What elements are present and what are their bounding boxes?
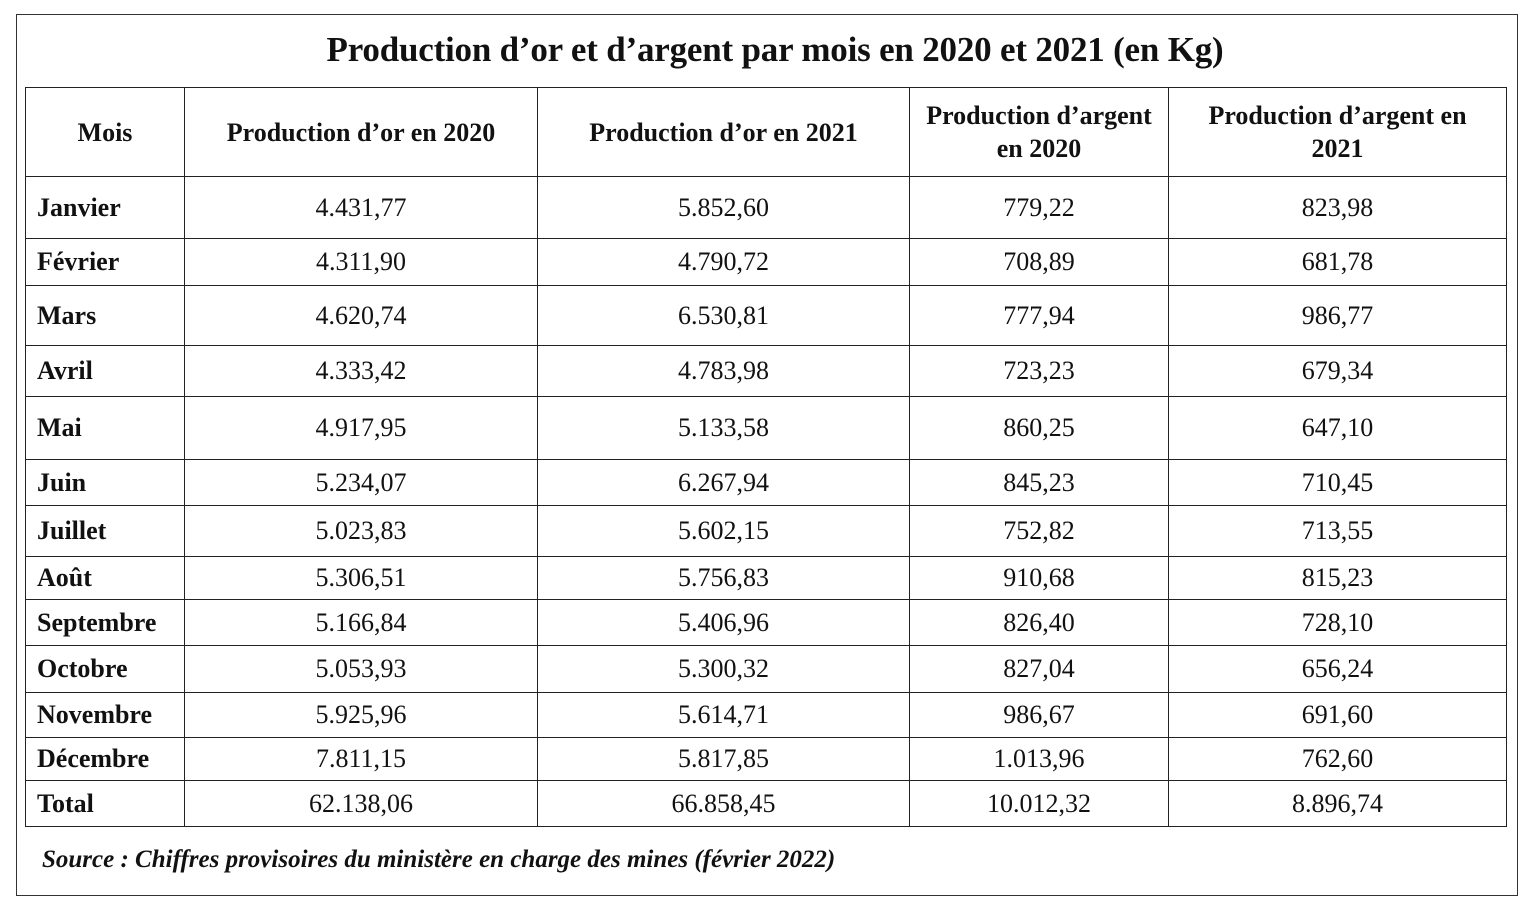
month-cell: Avril [25,345,185,397]
table-row: Février 4.311,90 4.790,72 708,89 681,78 [25,238,1507,286]
value-cell: 647,10 [1168,396,1507,460]
value-cell: 708,89 [909,238,1169,286]
value-cell: 681,78 [1168,238,1507,286]
table-row: Août 5.306,51 5.756,83 910,68 815,23 [25,556,1507,600]
value-cell: 4.917,95 [184,396,538,460]
value-cell: 6.267,94 [537,459,910,506]
value-cell: 860,25 [909,396,1169,460]
production-table: Mois Production d’or en 2020 Production … [25,87,1507,827]
table-row: Janvier 4.431,77 5.852,60 779,22 823,98 [25,176,1507,239]
month-cell: Février [25,238,185,286]
month-cell: Juillet [25,505,185,557]
header-argent-2020: Production d’argent en 2020 [909,87,1169,177]
table-row: Mai 4.917,95 5.133,58 860,25 647,10 [25,396,1507,460]
month-cell: Septembre [25,599,185,646]
value-cell: 723,23 [909,345,1169,397]
value-cell: 713,55 [1168,505,1507,557]
header-mois: Mois [25,87,185,177]
month-cell: Mars [25,285,185,346]
value-cell: 5.300,32 [537,645,910,693]
value-cell: 4.333,42 [184,345,538,397]
value-cell: 5.925,96 [184,692,538,738]
value-cell: 5.406,96 [537,599,910,646]
value-cell: 5.053,93 [184,645,538,693]
header-row: Mois Production d’or en 2020 Production … [25,87,1507,177]
value-cell: 845,23 [909,459,1169,506]
header-or-2020: Production d’or en 2020 [184,87,538,177]
month-cell: Juin [25,459,185,506]
value-cell: 4.620,74 [184,285,538,346]
table-body: Janvier 4.431,77 5.852,60 779,22 823,98 Févri… [25,176,1507,827]
value-cell: 7.811,15 [184,737,538,781]
value-cell: 986,67 [909,692,1169,738]
value-cell: 5.602,15 [537,505,910,557]
table-row: Mars 4.620,74 6.530,81 777,94 986,77 [25,285,1507,346]
value-cell: 710,45 [1168,459,1507,506]
value-cell: 5.817,85 [537,737,910,781]
source-note: Source : Chiffres provisoires du ministè… [42,846,836,873]
table-row: Avril 4.333,42 4.783,98 723,23 679,34 [25,345,1507,397]
month-cell: Mai [25,396,185,460]
value-cell: 5.614,71 [537,692,910,738]
value-cell: 656,24 [1168,645,1507,693]
value-cell: 5.852,60 [537,176,910,239]
value-cell: 66.858,45 [537,780,910,827]
value-cell: 779,22 [909,176,1169,239]
value-cell: 5.023,83 [184,505,538,557]
value-cell: 910,68 [909,556,1169,600]
value-cell: 5.133,58 [537,396,910,460]
value-cell: 4.311,90 [184,238,538,286]
header-or-2021: Production d’or en 2021 [537,87,910,177]
value-cell: 762,60 [1168,737,1507,781]
table-row: Décembre 7.811,15 5.817,85 1.013,96 762,60 [25,737,1507,781]
value-cell: 5.166,84 [184,599,538,646]
value-cell: 691,60 [1168,692,1507,738]
value-cell: 8.896,74 [1168,780,1507,827]
value-cell: 827,04 [909,645,1169,693]
month-cell: Août [25,556,185,600]
month-cell: Décembre [25,737,185,781]
value-cell: 777,94 [909,285,1169,346]
table-row: Juillet 5.023,83 5.602,15 752,82 713,55 [25,505,1507,557]
month-cell: Total [25,780,185,827]
month-cell: Janvier [25,176,185,239]
value-cell: 679,34 [1168,345,1507,397]
value-cell: 6.530,81 [537,285,910,346]
value-cell: 4.783,98 [537,345,910,397]
table-row: Septembre 5.166,84 5.406,96 826,40 728,10 [25,599,1507,646]
value-cell: 62.138,06 [184,780,538,827]
total-row: Total 62.138,06 66.858,45 10.012,32 8.896,74 [25,780,1507,827]
month-cell: Octobre [25,645,185,693]
table-row: Novembre 5.925,96 5.614,71 986,67 691,60 [25,692,1507,738]
value-cell: 823,98 [1168,176,1507,239]
value-cell: 4.790,72 [537,238,910,286]
value-cell: 986,77 [1168,285,1507,346]
value-cell: 5.306,51 [184,556,538,600]
value-cell: 5.234,07 [184,459,538,506]
table-title: Production d’or et d’argent par mois en … [326,30,1224,69]
value-cell: 1.013,96 [909,737,1169,781]
value-cell: 5.756,83 [537,556,910,600]
table-row: Juin 5.234,07 6.267,94 845,23 710,45 [25,459,1507,506]
table-row: Octobre 5.053,93 5.300,32 827,04 656,24 [25,645,1507,693]
value-cell: 826,40 [909,599,1169,646]
value-cell: 4.431,77 [184,176,538,239]
month-cell: Novembre [25,692,185,738]
header-argent-2021: Production d’argent en 2021 [1168,87,1507,177]
value-cell: 752,82 [909,505,1169,557]
table-frame [16,14,1518,896]
value-cell: 815,23 [1168,556,1507,600]
value-cell: 728,10 [1168,599,1507,646]
value-cell: 10.012,32 [909,780,1169,827]
